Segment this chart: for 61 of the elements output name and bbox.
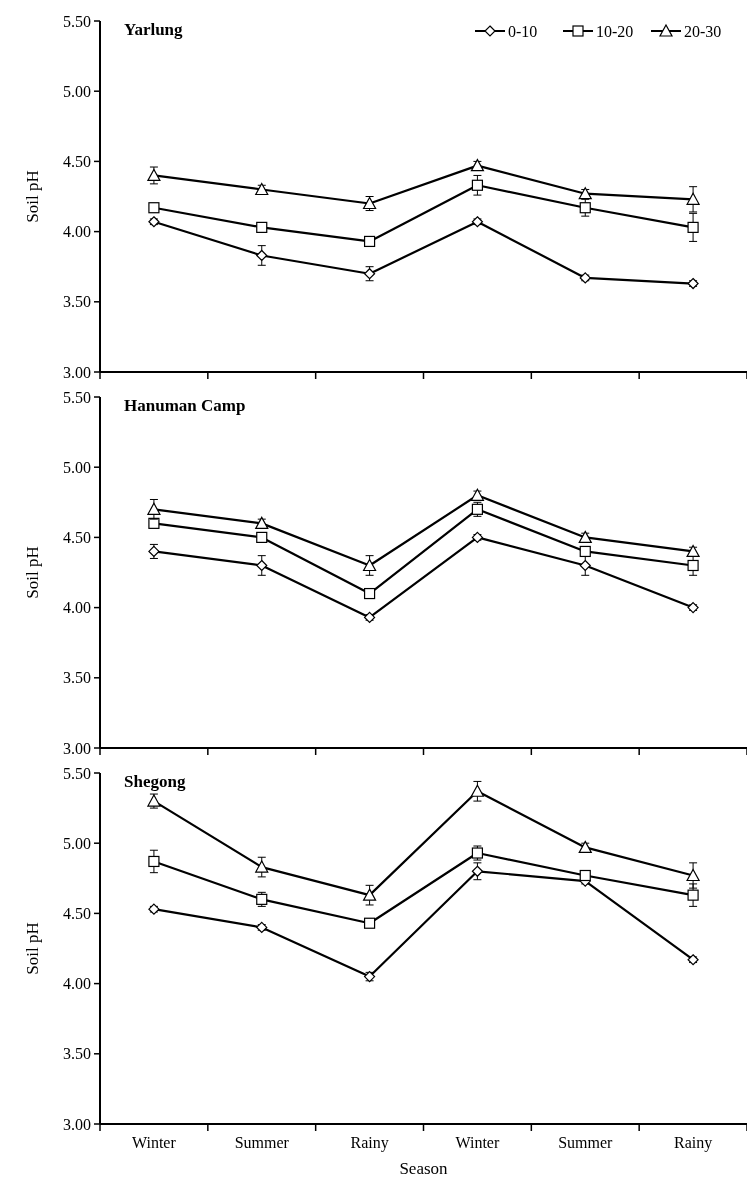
point — [579, 202, 591, 214]
y-tick-label: 5.00 — [63, 834, 91, 852]
point — [255, 182, 269, 196]
x-tick-label: Winter — [455, 1134, 500, 1151]
point — [579, 869, 591, 882]
y-tick-label: 5.50 — [63, 764, 91, 782]
point — [578, 840, 592, 854]
point — [686, 192, 700, 205]
y-axis-title: Soil pH — [23, 170, 42, 223]
chart-title: Yarlung — [124, 20, 184, 39]
y-tick-label: 5.50 — [63, 12, 91, 30]
point — [470, 488, 485, 501]
point — [256, 531, 268, 543]
point — [147, 502, 161, 515]
x-tick-label: Summer — [558, 1134, 614, 1151]
chart-title: Shegong — [124, 772, 186, 791]
y-tick-label: 4.00 — [63, 975, 91, 993]
y-tick-label: 5.00 — [63, 82, 91, 100]
y-tick-label: 3.00 — [63, 739, 91, 757]
y-tick-label: 3.00 — [63, 363, 91, 381]
y-tick-label: 3.00 — [63, 1115, 91, 1133]
y-tick-label: 3.50 — [63, 669, 91, 687]
point — [255, 860, 269, 873]
point — [362, 558, 377, 572]
y-tick-label: 4.00 — [63, 599, 91, 617]
x-tick-label: Summer — [234, 1134, 290, 1151]
point — [470, 159, 485, 172]
y-tick-label: 5.50 — [63, 388, 91, 406]
point — [256, 221, 268, 233]
x-axis-title: Season — [399, 1159, 449, 1178]
point — [687, 889, 699, 901]
x-tick-label: Winter — [132, 1134, 177, 1151]
y-tick-label: 4.50 — [63, 529, 91, 546]
y-tick-label: 5.00 — [63, 458, 91, 476]
point — [578, 530, 592, 543]
point — [363, 587, 376, 600]
point — [687, 221, 699, 233]
point — [686, 868, 700, 882]
point — [579, 545, 591, 558]
point — [362, 888, 377, 901]
x-tick-label: Rainy — [350, 1134, 389, 1152]
point — [255, 516, 269, 529]
legend-label: 20-30 — [684, 22, 722, 40]
point — [148, 855, 160, 868]
point — [687, 559, 699, 572]
y-tick-label: 4.50 — [63, 905, 91, 922]
y-axis-title: Soil pH — [23, 546, 42, 599]
y-tick-label: 3.50 — [63, 293, 91, 311]
chart-title: Hanuman Camp — [124, 396, 246, 415]
point — [148, 202, 160, 214]
y-tick-label: 4.50 — [63, 153, 91, 170]
x-tick-label: Rainy — [673, 1134, 713, 1152]
point — [363, 235, 376, 248]
y-tick-label: 3.50 — [63, 1045, 91, 1063]
y-tick-label: 4.00 — [63, 223, 91, 241]
legend-label: 10-20 — [596, 22, 634, 40]
point — [363, 917, 376, 929]
point — [471, 179, 484, 191]
y-axis-title: Soil pH — [23, 922, 42, 975]
point — [470, 784, 485, 797]
legend-label: 0-10 — [508, 22, 538, 40]
